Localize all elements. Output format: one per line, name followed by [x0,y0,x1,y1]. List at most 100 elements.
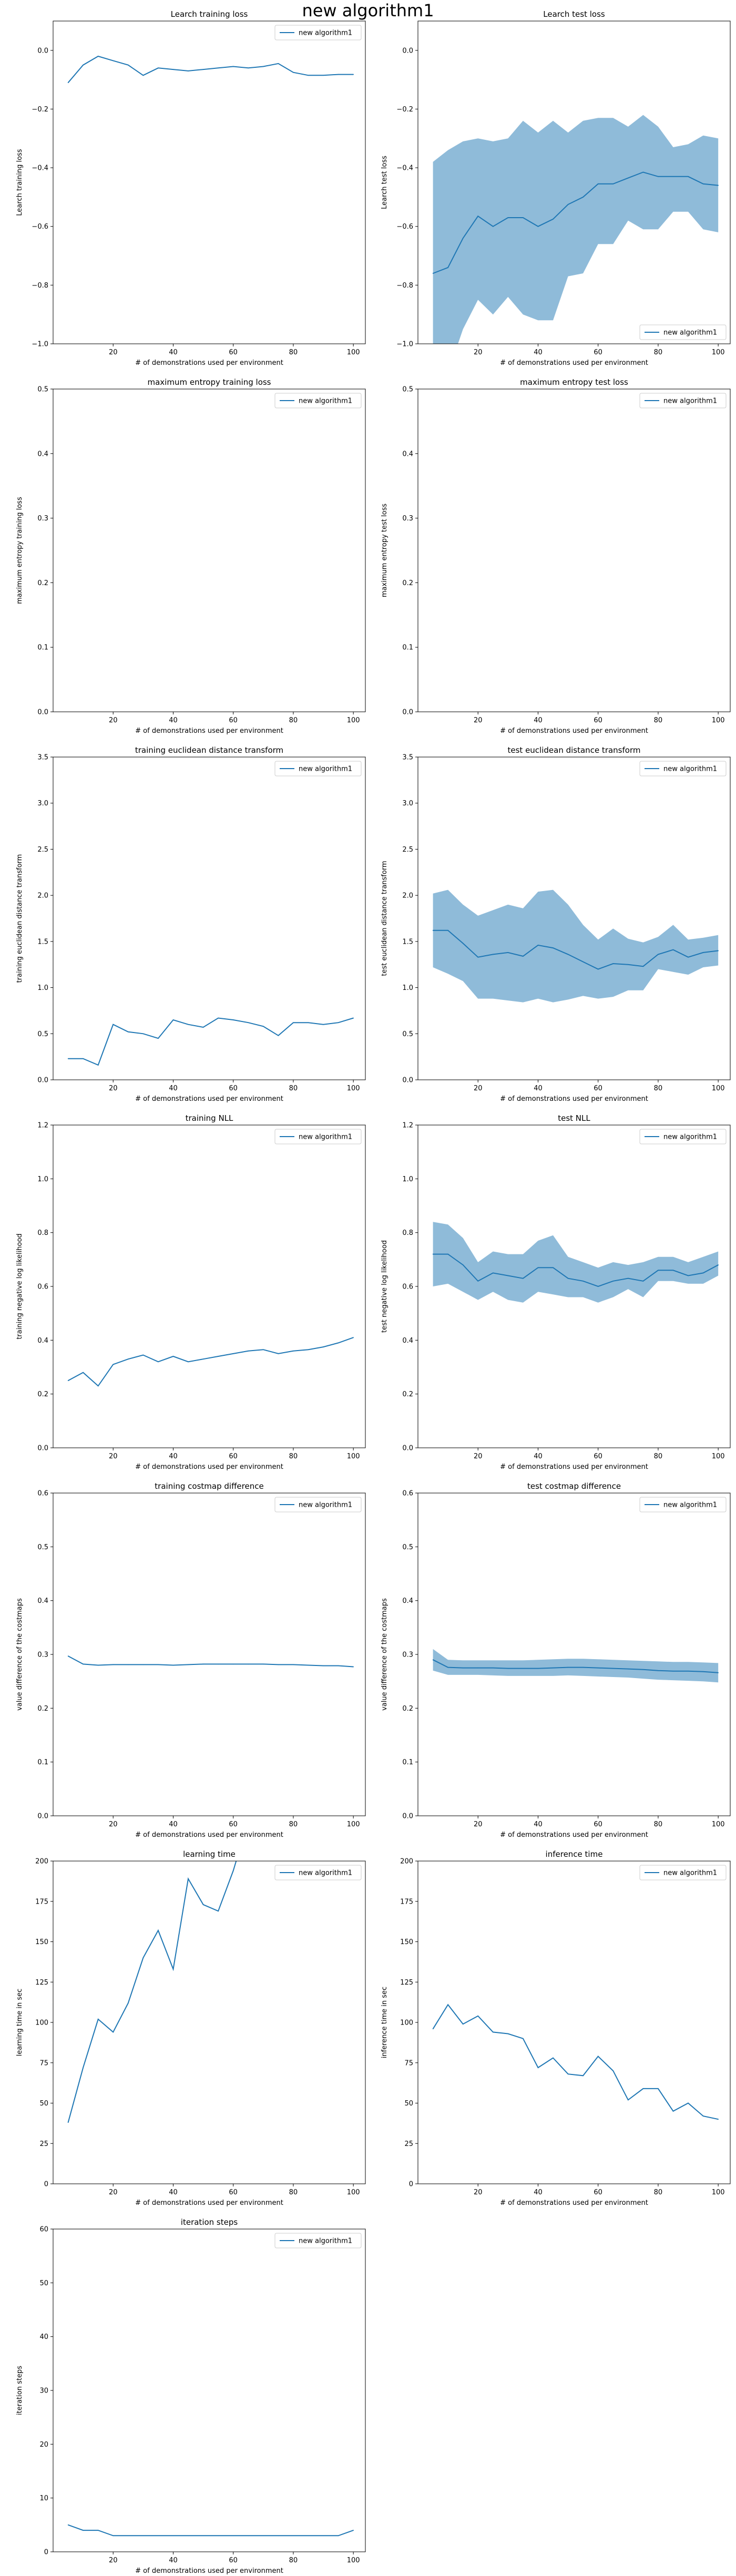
chart-12-y-tick-label: 0 [409,2181,413,2189]
chart-13-data-point [113,2535,114,2537]
chart-8-confidence-band [433,1222,719,1303]
chart-11-data-point [232,1870,234,1872]
chart-2-data-point [432,273,434,274]
chart-3-y-tick-label: 0.3 [37,515,48,523]
chart-11-plot-area [67,1861,237,2123]
chart-12-x-tick-label: 60 [594,2189,602,2196]
chart-9-data-point [338,1665,339,1667]
chart-12-x-tick-label: 40 [534,2189,543,2196]
chart-4: maximum entropy test loss 20 40 60 80 100 0.0 0… [381,377,731,735]
chart-11: learning time 20 40 60 80 100 0 25 50 75 100 125 150… [16,1849,366,2207]
chart-9-data-point [218,1663,219,1665]
chart-8-y-axis-label: test negative log likelihood [381,1240,389,1333]
chart-6-data-point [507,952,509,953]
chart-5-y-axis-label: training euclidean distance transform [16,854,24,983]
chart-8-y-tick-label: 0.2 [402,1391,413,1398]
chart-1-data-point [248,67,249,69]
chart-8-legend-box [639,1129,727,1144]
chart-9-data-point [263,1663,264,1665]
chart-10-y-tick-label: 0.5 [402,1543,413,1551]
chart-7-data-point [293,1351,294,1352]
chart-3-legend-box [274,393,362,408]
chart-1-series-line [67,55,354,83]
chart-7-data-point [248,1351,249,1352]
chart-11-data-point [113,2031,114,2033]
chart-8-data-point [702,1272,704,1274]
chart-7-legend-label: new algorithm1 [299,1133,352,1141]
chart-13-x-tick-label: 100 [347,2557,360,2564]
chart-9-y-tick-label: 0.1 [37,1759,48,1766]
chart-9-x-axis-label: # of demonstrations used per environment [135,1831,283,1839]
chart-2: Learch test loss 20 40 60 80 100 −1.0 −0.8 −0.6 −… [381,9,731,367]
chart-3-y-tick-label: 0.1 [37,644,48,652]
chart-9-legend-label: new algorithm1 [299,1501,352,1509]
chart-4-legend: new algorithm1 [639,393,727,408]
chart-13-data-point [97,2530,99,2531]
chart-9-data-point [158,1664,159,1665]
chart-12-y-tick-label: 50 [404,2100,413,2108]
chart-10-x-tick-label: 100 [712,1821,725,1828]
chart-13-y-tick-label: 0 [44,2549,48,2557]
chart-12-data-point [672,2111,674,2112]
chart-3-y-tick-label: 0.5 [37,386,48,394]
chart-12-data-point [702,2115,704,2117]
chart-13-axes-frame [53,2229,366,2552]
chart-13-x-axis-label: # of demonstrations used per environment [135,2567,283,2575]
chart-2-data-point [658,176,659,177]
chart-13-data-point [218,2535,219,2537]
chart-1-data-point [113,60,114,62]
chart-7-data-point [323,1346,324,1347]
chart-1-x-tick-label: 20 [109,349,118,356]
chart-11-data-point [202,1904,204,1905]
chart-11-data-point [142,1957,144,1958]
chart-10-y-tick-label: 0.0 [402,1813,413,1821]
chart-13-data-point [278,2535,279,2537]
chart-5-data-point [172,1019,174,1020]
chart-10-data-point [477,1667,478,1669]
chart-7-axes-frame [53,1125,366,1448]
chart-3-x-tick-label: 40 [169,717,178,724]
chart-11-axes-frame [53,1861,366,2184]
chart-9-y-tick-label: 0.3 [37,1651,48,1659]
chart-6-data-point [477,956,478,958]
chart-11-data-point [83,2067,84,2068]
chart-7-y-tick-label: 0.4 [37,1337,48,1345]
chart-11-data-point [188,1878,189,1879]
chart-8-data-point [642,1281,644,1282]
chart-8-y-tick-label: 0.8 [402,1229,413,1237]
chart-6-data-point [612,963,614,964]
chart-9-data-point [113,1664,114,1665]
chart-1-data-point [338,74,339,75]
chart-2-data-point [447,267,448,268]
chart-1-data-point [83,64,84,66]
chart-1-legend-label: new algorithm1 [299,29,352,37]
chart-13-data-point [353,2530,354,2531]
chart-12-data-point [688,2102,689,2104]
chart-2-y-tick-label: −0.2 [396,106,413,114]
chart-10-data-point [597,1667,599,1669]
chart-5-y-tick-label: 1.0 [37,984,48,992]
chart-10-data-point [628,1668,629,1670]
chart-12-x-tick-label: 100 [712,2189,725,2196]
chart-1-axes-frame [53,21,366,344]
chart-1-data-point [158,67,159,69]
chart-4-y-tick-label: 0.5 [402,386,413,394]
chart-5-y-tick-label: 2.0 [37,892,48,900]
chart-10-data-point [688,1670,689,1672]
chart-6-x-tick-label: 80 [654,1085,663,1092]
chart-5-axes-frame [53,757,366,1080]
chart-11-x-tick-label: 80 [289,2189,298,2196]
chart-7-legend: new algorithm1 [274,1129,362,1144]
chart-9-y-tick-label: 0.0 [37,1813,48,1821]
chart-6-confidence-band [433,890,719,1003]
chart-8-title: test NLL [558,1113,590,1123]
chart-12-x-tick-label: 80 [654,2189,663,2196]
chart-5-data-point [113,1024,114,1025]
figure-title: new algorithm1 [302,1,434,21]
chart-12-data-point [658,2088,659,2089]
chart-8-data-point [597,1286,599,1287]
chart-4-x-axis-label: # of demonstrations used per environment [500,727,648,735]
chart-7-data-point [202,1358,204,1359]
chart-2-legend: new algorithm1 [639,324,727,340]
chart-6-x-tick-label: 100 [712,1085,725,1092]
